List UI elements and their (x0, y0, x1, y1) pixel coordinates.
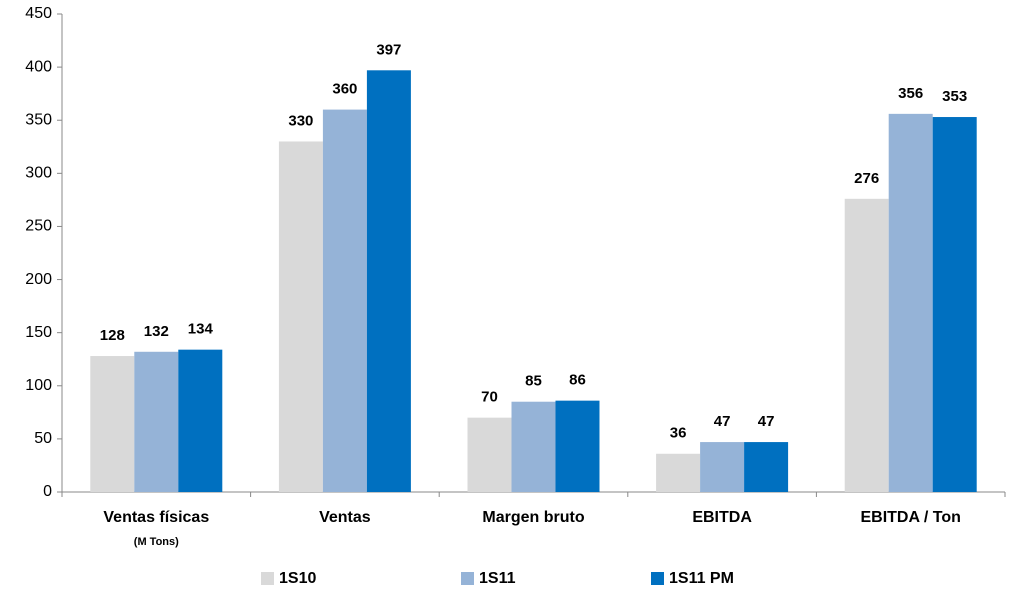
legend-swatch (461, 572, 474, 585)
value-label: 134 (188, 321, 214, 338)
value-label: 397 (376, 41, 401, 58)
y-tick-label: 200 (25, 271, 52, 288)
value-label: 276 (854, 170, 879, 187)
value-label: 86 (569, 372, 586, 389)
x-tick-label: Margen bruto (482, 509, 584, 526)
y-tick-label: 350 (25, 111, 52, 128)
value-label: 47 (758, 413, 775, 430)
y-tick-label: 450 (25, 5, 52, 22)
value-label: 128 (100, 327, 125, 344)
value-label: 132 (144, 323, 169, 340)
value-label: 36 (670, 425, 687, 442)
bar (322, 109, 367, 492)
bar (511, 401, 556, 492)
bar (467, 417, 512, 492)
x-tick-label: Ventas (319, 509, 371, 526)
bar (656, 453, 701, 492)
y-tick-label: 100 (25, 377, 52, 394)
y-tick-label: 250 (25, 218, 52, 235)
bar (844, 198, 889, 492)
bar (888, 113, 933, 493)
y-tick-label: 300 (25, 165, 52, 182)
y-tick-label: 50 (34, 430, 52, 447)
value-label: 70 (481, 389, 498, 406)
bar (90, 356, 135, 492)
legend-swatch (651, 572, 664, 585)
x-tick-label: EBITDA (692, 509, 752, 526)
y-tick-label: 400 (25, 58, 52, 75)
legend-label: 1S11 PM (669, 570, 734, 587)
value-label: 360 (332, 81, 357, 98)
value-label: 353 (942, 88, 967, 105)
value-label: 85 (525, 373, 542, 390)
bar (744, 442, 789, 492)
value-label: 330 (288, 112, 313, 129)
legend-swatch (261, 572, 274, 585)
legend-label: 1S11 (479, 570, 516, 587)
x-tick-label: Ventas físicas (103, 509, 209, 526)
bar (178, 349, 223, 492)
x-tick-label: EBITDA / Ton (860, 509, 960, 526)
y-tick-label: 0 (43, 483, 52, 500)
value-label: 47 (714, 413, 731, 430)
category-note: (M Tons) (134, 536, 179, 548)
bar (134, 351, 179, 492)
bar (700, 442, 745, 492)
bar (932, 117, 977, 492)
legend-label: 1S10 (279, 570, 316, 587)
bar (278, 141, 323, 492)
bar (555, 400, 600, 492)
y-tick-label: 150 (25, 324, 52, 341)
value-label: 356 (898, 85, 923, 102)
bar (366, 70, 411, 492)
